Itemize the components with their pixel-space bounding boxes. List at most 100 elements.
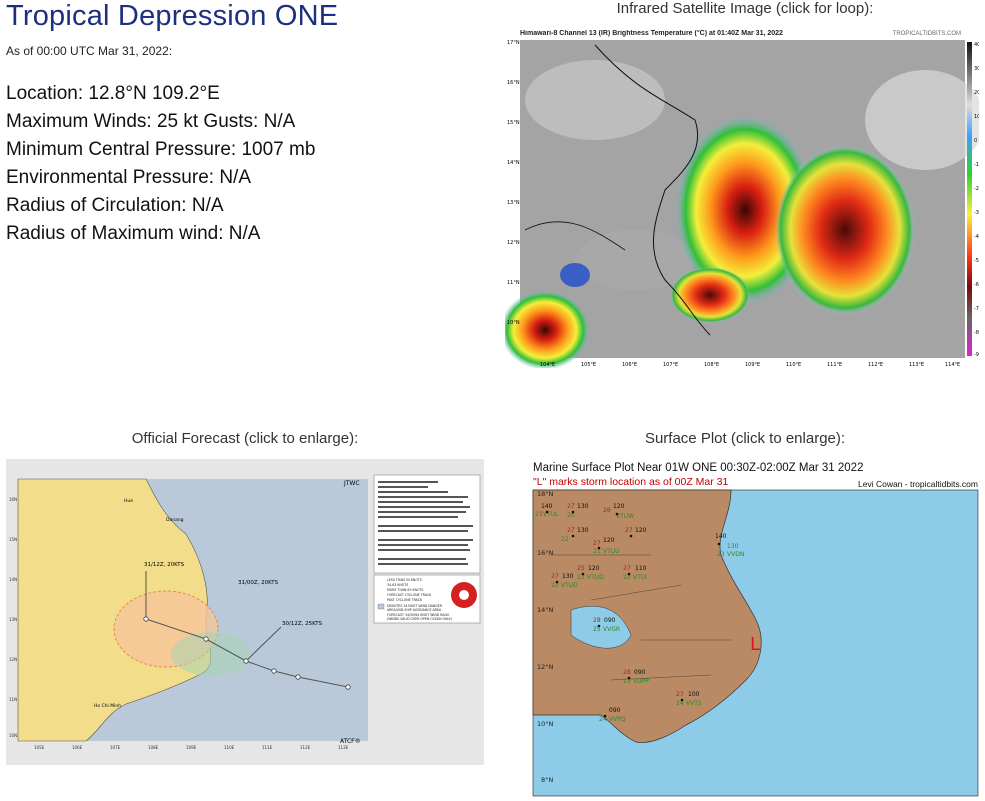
svg-text:109°E: 109°E bbox=[745, 362, 760, 368]
svg-text:-50: -50 bbox=[974, 258, 979, 264]
surface-plot-link[interactable]: Marine Surface Plot Near 01W ONE 00:30Z-… bbox=[531, 460, 980, 801]
svg-text:AREA/USN SHIP AVOIDANCE AREA: AREA/USN SHIP AVOIDANCE AREA bbox=[387, 608, 442, 612]
svg-text:111E: 111E bbox=[262, 745, 273, 750]
radius-circulation-text: Radius of Circulation: N/A bbox=[6, 195, 224, 216]
svg-text:MORE THAN 63 KNOTS: MORE THAN 63 KNOTS bbox=[387, 588, 423, 592]
svg-text:-20: -20 bbox=[974, 186, 979, 192]
svg-text:23: 23 bbox=[717, 551, 725, 558]
svg-text:15N: 15N bbox=[9, 537, 17, 542]
svg-text:106E: 106E bbox=[72, 745, 83, 750]
svg-text:-70: -70 bbox=[974, 306, 979, 312]
svg-text:120: 120 bbox=[635, 527, 647, 534]
svg-text:VVDN: VVDN bbox=[727, 551, 744, 558]
forecast-image-link[interactable]: 31/12Z, 20KTS 31/00Z, 20KTS 30/12Z, 25KT… bbox=[6, 459, 484, 765]
forecast-point-label: 31/00Z, 20KTS bbox=[238, 580, 279, 586]
svg-text:22: 22 bbox=[551, 582, 559, 589]
svg-text:25: 25 bbox=[577, 565, 585, 572]
svg-text:VVTS: VVTS bbox=[686, 700, 702, 707]
forecast-point-label: 31/12Z, 20KTS bbox=[144, 562, 185, 568]
svg-text:30: 30 bbox=[974, 66, 979, 72]
svg-text:090: 090 bbox=[609, 707, 621, 714]
place-label: Hue bbox=[124, 498, 133, 504]
svg-text:16°N: 16°N bbox=[537, 549, 554, 557]
svg-text:17°N: 17°N bbox=[507, 40, 520, 46]
svg-text:8°N: 8°N bbox=[541, 776, 553, 784]
satellite-map: 17°N 16°N 15°N 14°N 13°N 12°N 11°N 10°N … bbox=[505, 40, 979, 368]
satellite-caption: Infrared Satellite Image (click for loop… bbox=[616, 0, 874, 17]
surface-author: Levi Cowan - tropicaltidbits.com bbox=[858, 479, 978, 489]
svg-text:VTUD: VTUD bbox=[561, 582, 578, 589]
satellite-image-link[interactable]: Himawari-8 Channel 13 (IR) Brightness Te… bbox=[505, 30, 979, 368]
svg-text:VTUL: VTUL bbox=[543, 511, 559, 518]
svg-text:113°E: 113°E bbox=[909, 362, 924, 368]
svg-text:11N: 11N bbox=[9, 697, 17, 702]
svg-text:-40: -40 bbox=[974, 234, 979, 240]
svg-text:113E: 113E bbox=[338, 745, 349, 750]
svg-text:VVPQ: VVPQ bbox=[609, 716, 626, 723]
svg-text:VTUW: VTUW bbox=[616, 513, 634, 520]
place-label: Ho Chi Minh bbox=[94, 703, 121, 709]
svg-text:111°E: 111°E bbox=[827, 362, 842, 368]
svg-text:40: 40 bbox=[974, 42, 979, 48]
svg-text:107E: 107E bbox=[110, 745, 121, 750]
svg-text:VDPP: VDPP bbox=[633, 678, 649, 685]
svg-text:10N: 10N bbox=[9, 733, 17, 738]
svg-text:27: 27 bbox=[567, 527, 575, 534]
svg-text:105°E: 105°E bbox=[581, 362, 596, 368]
svg-text:0: 0 bbox=[974, 138, 977, 144]
svg-text:24: 24 bbox=[676, 700, 684, 707]
svg-text:27: 27 bbox=[567, 503, 575, 510]
jtwc-label: JTWC bbox=[343, 480, 360, 487]
svg-text:(WINDS VALID OVER OPEN OCEAN O: (WINDS VALID OVER OPEN OCEAN ONLY) bbox=[387, 617, 452, 621]
svg-text:15°N: 15°N bbox=[507, 120, 520, 126]
svg-text:120: 120 bbox=[613, 503, 625, 510]
svg-text:27: 27 bbox=[623, 565, 631, 572]
svg-text:26: 26 bbox=[603, 507, 611, 514]
svg-text:110E: 110E bbox=[224, 745, 235, 750]
svg-text:12°N: 12°N bbox=[507, 240, 520, 246]
storm-facts: Location: 12.8°N 109.2°E Maximum Winds: … bbox=[6, 80, 315, 248]
svg-text:20: 20 bbox=[974, 90, 979, 96]
svg-text:090: 090 bbox=[634, 669, 646, 676]
svg-text:12N: 12N bbox=[9, 657, 17, 662]
min-pressure-text: Minimum Central Pressure: 1007 mb bbox=[6, 139, 316, 160]
svg-text:14°N: 14°N bbox=[507, 160, 520, 166]
svg-text:23: 23 bbox=[623, 678, 631, 685]
svg-text:14N: 14N bbox=[9, 577, 17, 582]
svg-text:130: 130 bbox=[562, 573, 574, 580]
svg-text:23: 23 bbox=[535, 511, 543, 518]
svg-text:16°N: 16°N bbox=[507, 80, 520, 86]
location-text: Location: 12.8°N 109.2°E bbox=[6, 83, 220, 104]
svg-text:106°E: 106°E bbox=[622, 362, 637, 368]
svg-text:DENOTES 34 KNOT WIND DANGER: DENOTES 34 KNOT WIND DANGER bbox=[387, 604, 443, 608]
svg-text:11°N: 11°N bbox=[507, 280, 520, 286]
svg-text:22: 22 bbox=[561, 536, 569, 543]
surface-subtitle: "L" marks storm location as of 00Z Mar 3… bbox=[533, 476, 729, 488]
svg-text:112°E: 112°E bbox=[868, 362, 883, 368]
svg-text:120: 120 bbox=[588, 565, 600, 572]
satellite-brand: TROPICALTIDBITS.COM bbox=[892, 31, 961, 37]
svg-text:24: 24 bbox=[599, 716, 607, 723]
svg-text:100: 100 bbox=[688, 691, 700, 698]
svg-text:LESS THAN 34 KNOTS: LESS THAN 34 KNOTS bbox=[387, 578, 422, 582]
svg-text:-10: -10 bbox=[974, 162, 979, 168]
page-title: Tropical Depression ONE bbox=[6, 0, 339, 32]
svg-text:130: 130 bbox=[727, 543, 739, 550]
svg-text:FORECAST 34/50/64 KNOT WIND RA: FORECAST 34/50/64 KNOT WIND RADII bbox=[387, 613, 449, 617]
satellite-header: Himawari-8 Channel 13 (IR) Brightness Te… bbox=[520, 30, 783, 37]
svg-text:-30: -30 bbox=[974, 210, 979, 216]
env-pressure-text: Environmental Pressure: N/A bbox=[6, 167, 251, 188]
svg-text:112E: 112E bbox=[300, 745, 311, 750]
satellite-lat-labels: 17°N 16°N 15°N 14°N 13°N 12°N 11°N 10°N bbox=[507, 40, 520, 326]
svg-text:105E: 105E bbox=[34, 745, 45, 750]
svg-text:13N: 13N bbox=[9, 617, 17, 622]
forecast-point-label: 30/12Z, 25KTS bbox=[282, 621, 323, 627]
svg-text:14°N: 14°N bbox=[537, 606, 554, 614]
svg-text:130: 130 bbox=[577, 503, 589, 510]
station-dots bbox=[545, 510, 721, 718]
svg-text:110: 110 bbox=[635, 565, 647, 572]
svg-text:10°N: 10°N bbox=[537, 720, 554, 728]
svg-text:34-63 KNOTS: 34-63 KNOTS bbox=[387, 583, 408, 587]
svg-text:27: 27 bbox=[625, 527, 633, 534]
